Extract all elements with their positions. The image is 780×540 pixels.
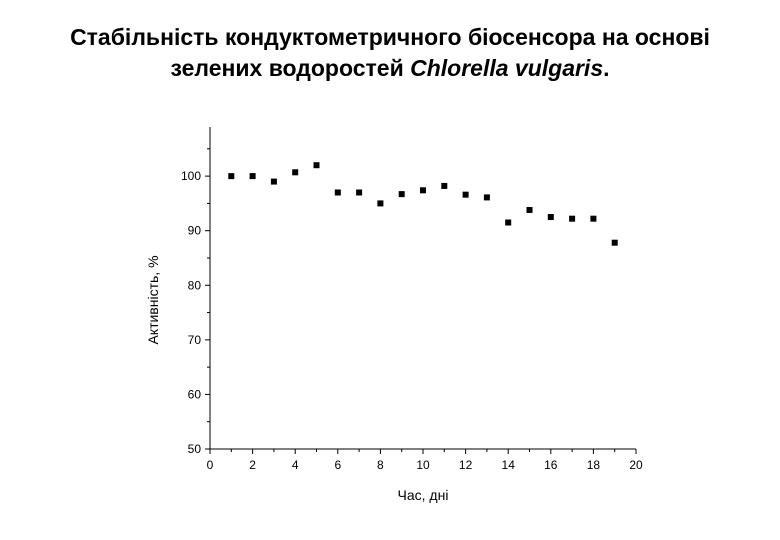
data-point [398, 191, 405, 198]
y-axis-title: Активність, % [145, 255, 161, 344]
data-point [377, 200, 384, 207]
data-point [462, 191, 469, 198]
data-point [483, 194, 490, 201]
x-tick-label: 12 [459, 458, 473, 472]
x-tick-label: 8 [377, 458, 384, 472]
axes [209, 127, 636, 450]
slide-title: Стабільність кондуктометричного біосенсо… [0, 22, 780, 84]
data-point [569, 215, 576, 222]
y-tick-label: 90 [188, 224, 202, 238]
title-line-2-suffix: . [603, 55, 610, 81]
x-axis-title: Час, дні [398, 487, 449, 503]
x-tick-label: 6 [334, 458, 341, 472]
data-point [270, 178, 277, 185]
title-line-2: зелених водоростей Chlorella vulgaris. [0, 53, 780, 84]
data-points [228, 162, 618, 246]
data-point [590, 215, 597, 222]
x-tick-label: 10 [416, 458, 430, 472]
y-tick-label: 50 [188, 442, 202, 456]
title-species-name: Chlorella vulgaris [410, 55, 604, 81]
x-tick-label: 14 [502, 458, 516, 472]
y-tick-label: 100 [181, 169, 201, 183]
data-point [611, 239, 618, 246]
data-point [356, 189, 363, 196]
data-point [334, 189, 341, 196]
title-line-2-prefix: зелених водоростей [170, 55, 411, 81]
tick-labels: 0 2 4 6 8 10 12 14 16 18 20 50 60 70 80 90 100 [181, 169, 643, 472]
y-tick-label: 60 [188, 387, 202, 401]
y-tick-label: 70 [188, 333, 202, 347]
data-point [228, 173, 235, 180]
axis-ticks [205, 148, 637, 454]
x-tick-label: 2 [249, 458, 256, 472]
x-tick-label: 16 [544, 458, 558, 472]
title-line-1: Стабільність кондуктометричного біосенсо… [70, 24, 710, 50]
data-point [420, 187, 426, 194]
x-tick-label: 0 [207, 458, 214, 472]
y-tick-label: 80 [188, 278, 202, 292]
x-tick-label: 4 [292, 458, 299, 472]
data-point [547, 214, 554, 221]
data-point [526, 206, 533, 213]
data-point [441, 182, 448, 189]
data-point [249, 173, 256, 180]
x-tick-label: 20 [629, 458, 643, 472]
x-tick-label: 18 [587, 458, 601, 472]
data-point [292, 169, 299, 176]
data-point [505, 219, 512, 226]
data-point [313, 162, 320, 169]
